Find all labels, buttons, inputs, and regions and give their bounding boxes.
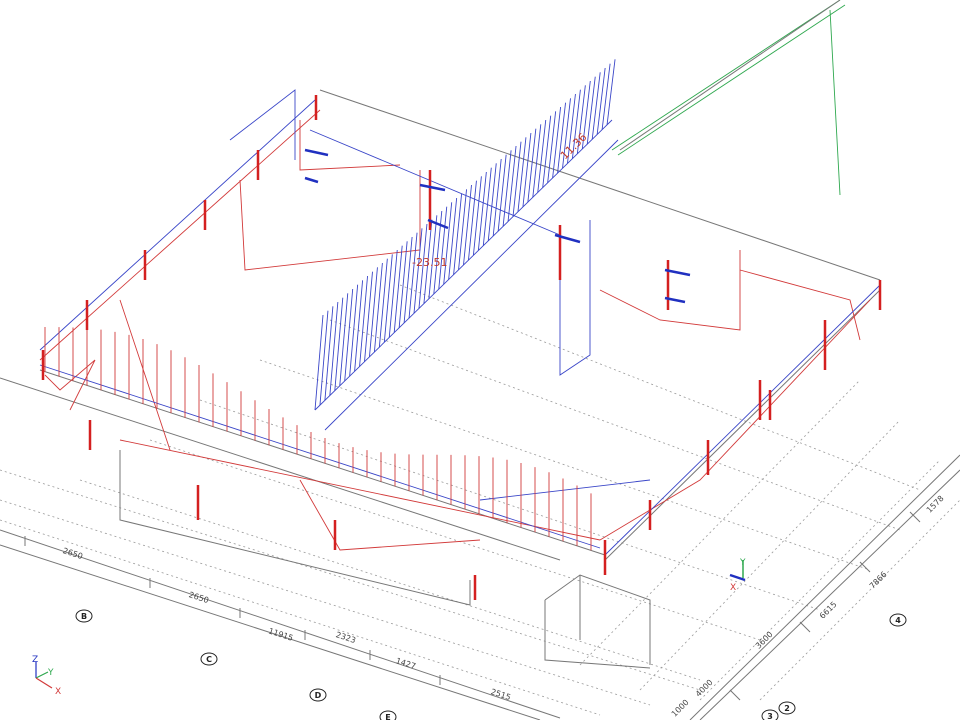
hatch-blue <box>314 59 616 411</box>
grid-lines <box>0 284 960 716</box>
wall-left <box>39 109 871 551</box>
triad-label: X <box>55 687 61 697</box>
building-outline <box>39 89 881 669</box>
dimension-label: 2650 <box>188 590 210 605</box>
dimension-label: 11915 <box>267 626 294 642</box>
grid-bubble <box>75 609 93 623</box>
grid-bubble <box>761 709 779 720</box>
local-axis-label: Y <box>739 558 746 568</box>
grid-bubble <box>889 613 907 627</box>
grid-bubbles: B C D E 4 3 2 <box>75 609 907 720</box>
column-markers <box>41 95 882 600</box>
grid-bubble <box>778 701 796 715</box>
local-axis-label: X <box>730 583 736 593</box>
dimension-label: 2650 <box>62 546 84 561</box>
hatch-red <box>44 327 592 551</box>
dimension-label: 6615 <box>818 600 839 621</box>
dimension-label: 7866 <box>868 570 889 591</box>
grid-bubble <box>309 688 327 702</box>
dimension-lines <box>0 377 960 720</box>
grid-bubble-label: 4 <box>895 616 901 625</box>
grid-bubble-label: C <box>206 655 212 664</box>
triad-label: Z <box>32 655 38 665</box>
dimension-label: 1000 <box>670 698 691 719</box>
triad-y <box>35 671 49 679</box>
roof-edge <box>619 0 841 151</box>
grid-bubble-label: 3 <box>767 712 773 720</box>
dimension-label: 1578 <box>925 494 946 515</box>
triad-label: Y <box>47 668 54 678</box>
grid-bubble-label: B <box>81 612 87 621</box>
grid-bubble <box>379 710 397 720</box>
dimension-label: 2323 <box>335 630 357 645</box>
roof-beam-extension <box>611 0 846 196</box>
grid-bubble <box>200 652 218 666</box>
wall-blue <box>39 89 881 556</box>
triad-x <box>35 677 53 689</box>
grid-bubble-label: D <box>315 691 322 700</box>
central-beam <box>314 119 619 431</box>
grid-bubble-label: 2 <box>784 704 790 713</box>
dimension-label: 1427 <box>395 656 417 671</box>
result-label: -23.51 <box>412 256 447 269</box>
column-markers-blue <box>304 148 746 582</box>
hatching <box>44 59 616 551</box>
grid-bubble-label: E <box>385 713 390 720</box>
dimension-label: 2515 <box>490 687 512 702</box>
